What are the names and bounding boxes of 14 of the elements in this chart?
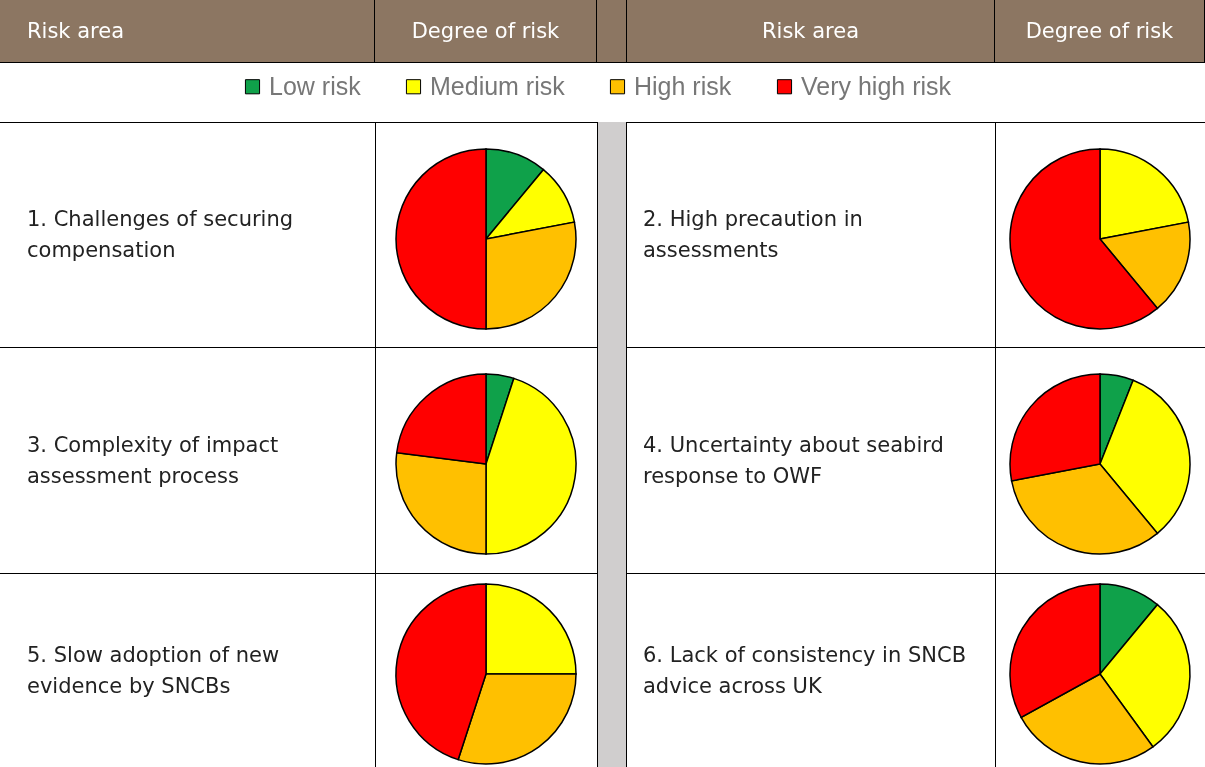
text: Risk area	[627, 0, 995, 62]
text: 1. Challenges of securing compensation	[27, 206, 295, 264]
legend-label: Medium risk	[430, 71, 566, 100]
text: 2. High precaution in assessments	[643, 206, 864, 264]
text: Degree of risk	[995, 0, 1205, 62]
text: 5. Slow adoption of new evidence by SNCBs	[27, 641, 281, 700]
text: Risk area	[0, 0, 375, 62]
text: 3. Complexity of impact assessment process	[27, 431, 280, 490]
legend-label: Very high risk	[801, 71, 952, 100]
text: Degree of risk	[375, 0, 597, 62]
text: 6. Lack of consistency in SNCB advice across UK	[643, 641, 968, 700]
text: 4. Uncertainty about seabird response to OWF	[643, 431, 945, 490]
legend-label: High risk	[634, 71, 732, 100]
legend-label: Low risk	[269, 71, 362, 100]
